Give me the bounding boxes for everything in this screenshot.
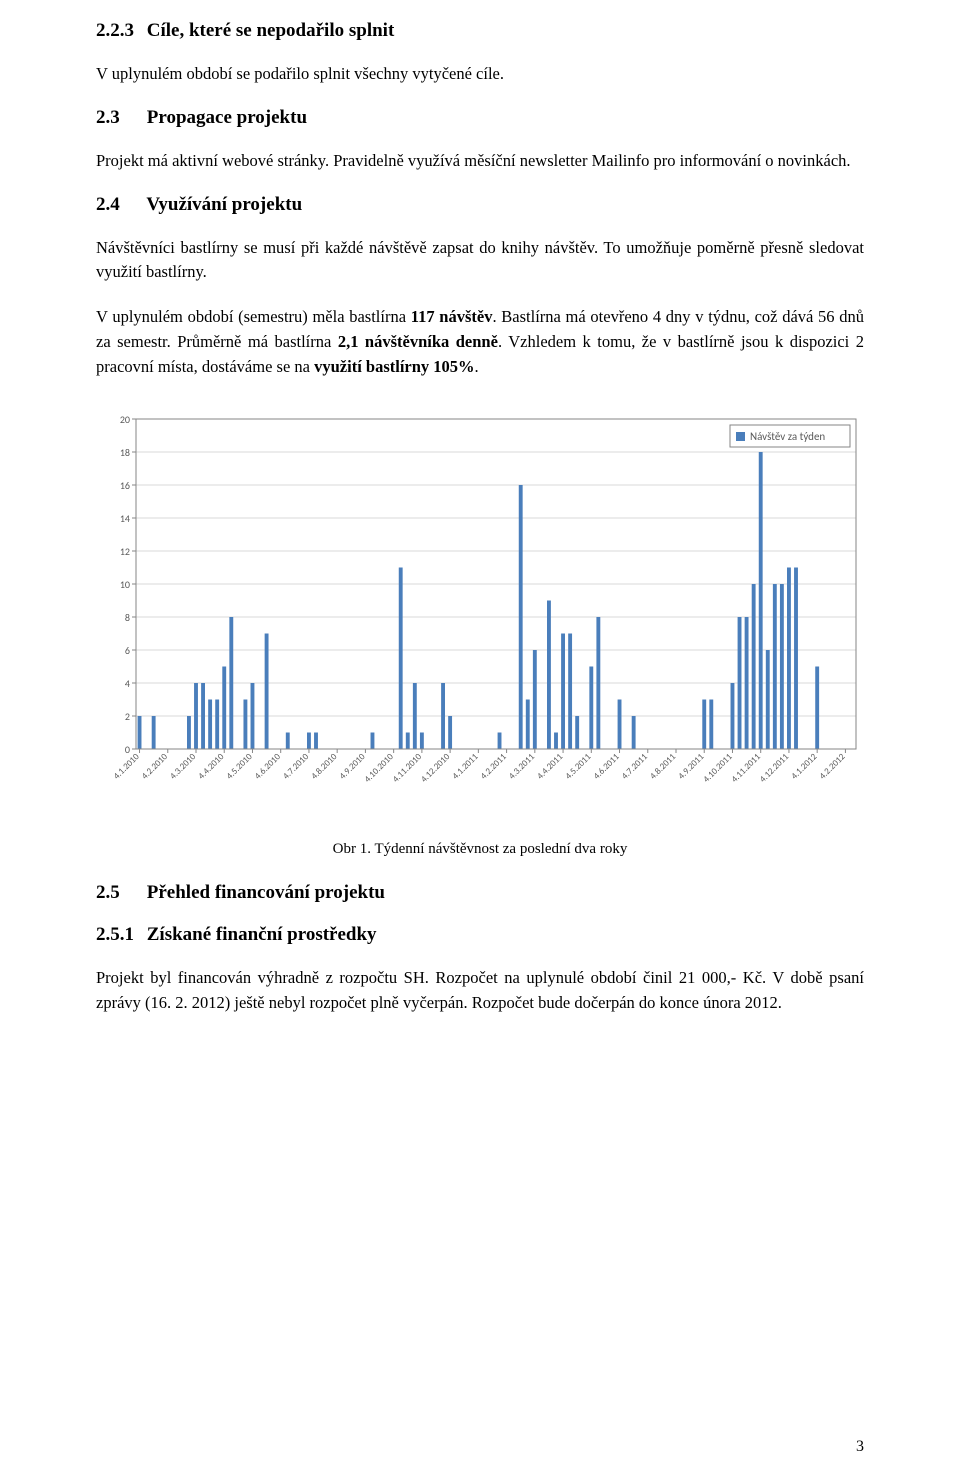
svg-text:4.3.2011: 4.3.2011 [507, 751, 538, 782]
svg-text:4.6.2011: 4.6.2011 [591, 751, 622, 782]
text-run: V uplynulém období (semestru) měla bastl… [96, 307, 411, 326]
svg-text:4: 4 [125, 677, 130, 690]
svg-text:12: 12 [120, 545, 130, 558]
bold-text: využití bastlírny 105% [314, 357, 474, 376]
heading-2-5: 2.5 Přehled financování projektu [96, 882, 864, 904]
svg-text:4.2.2012: 4.2.2012 [817, 751, 848, 782]
bold-text: 2,1 návštěvníka denně [338, 332, 498, 351]
chart-caption: Obr 1. Týdenní návštěvnost za poslední d… [96, 841, 864, 858]
paragraph: V uplynulém období se podařilo splnit vš… [96, 62, 864, 87]
page-number: 3 [856, 1438, 864, 1456]
svg-text:4.11.2011: 4.11.2011 [729, 751, 763, 785]
svg-text:4.12.2010: 4.12.2010 [419, 751, 453, 785]
svg-text:4.4.2011: 4.4.2011 [535, 751, 566, 782]
heading-title: Získané finanční prostředky [147, 924, 377, 945]
svg-text:4.3.2010: 4.3.2010 [168, 751, 199, 782]
svg-text:8: 8 [125, 611, 130, 624]
heading-number: 2.3 [96, 107, 142, 129]
svg-text:14: 14 [120, 512, 130, 525]
text-run: . [475, 357, 479, 376]
heading-2-4: 2.4 Využívání projektu [96, 194, 864, 216]
heading-2-2-3: 2.2.3 Cíle, které se nepodařilo splnit [96, 20, 864, 42]
paragraph: Návštěvníci bastlírny se musí při každé … [96, 236, 864, 286]
svg-text:4.2.2010: 4.2.2010 [140, 751, 171, 782]
svg-text:6: 6 [125, 644, 130, 657]
svg-text:4.11.2010: 4.11.2010 [390, 751, 424, 785]
svg-text:Návštěv za týden: Návštěv za týden [750, 430, 825, 443]
heading-number: 2.4 [96, 194, 142, 216]
svg-text:4.12.2011: 4.12.2011 [757, 751, 791, 785]
svg-text:4.5.2010: 4.5.2010 [224, 751, 255, 782]
heading-2-5-1: 2.5.1 Získané finanční prostředky [96, 924, 864, 946]
svg-text:4.1.2011: 4.1.2011 [450, 751, 481, 782]
heading-number: 2.2.3 [96, 20, 142, 42]
paragraph: Projekt má aktivní webové stránky. Pravi… [96, 149, 864, 174]
heading-number: 2.5 [96, 882, 142, 904]
heading-title: Přehled financování projektu [147, 882, 385, 903]
svg-text:4.7.2010: 4.7.2010 [281, 751, 312, 782]
svg-text:4.6.2010: 4.6.2010 [252, 751, 283, 782]
svg-text:4.10.2010: 4.10.2010 [362, 751, 396, 785]
svg-text:4.10.2011: 4.10.2011 [701, 751, 735, 785]
svg-text:18: 18 [120, 446, 130, 459]
document-page: 2.2.3 Cíle, které se nepodařilo splnit V… [0, 0, 960, 1474]
heading-title: Propagace projektu [147, 107, 307, 128]
svg-text:4.2.2011: 4.2.2011 [478, 751, 509, 782]
heading-title: Cíle, které se nepodařilo splnit [147, 20, 395, 41]
heading-2-3: 2.3 Propagace projektu [96, 107, 864, 129]
svg-text:16: 16 [120, 479, 130, 492]
svg-text:0: 0 [125, 743, 130, 756]
paragraph: V uplynulém období (semestru) měla bastl… [96, 305, 864, 379]
paragraph: Projekt byl financován výhradně z rozpoč… [96, 966, 864, 1016]
svg-text:2: 2 [125, 710, 130, 723]
svg-text:4.8.2010: 4.8.2010 [309, 751, 340, 782]
svg-text:4.7.2011: 4.7.2011 [620, 751, 651, 782]
svg-text:10: 10 [120, 578, 130, 591]
bold-text: 117 návštěv [411, 307, 493, 326]
svg-text:4.8.2011: 4.8.2011 [648, 751, 679, 782]
svg-text:20: 20 [120, 413, 130, 426]
visits-chart: 024681012141618204.1.20104.2.20104.3.201… [96, 409, 876, 829]
heading-title: Využívání projektu [146, 194, 302, 215]
svg-text:4.4.2010: 4.4.2010 [196, 751, 227, 782]
heading-number: 2.5.1 [96, 924, 142, 946]
svg-text:4.5.2011: 4.5.2011 [563, 751, 594, 782]
svg-text:4.1.2012: 4.1.2012 [789, 751, 820, 782]
visits-chart-svg: 024681012141618204.1.20104.2.20104.3.201… [96, 409, 876, 829]
